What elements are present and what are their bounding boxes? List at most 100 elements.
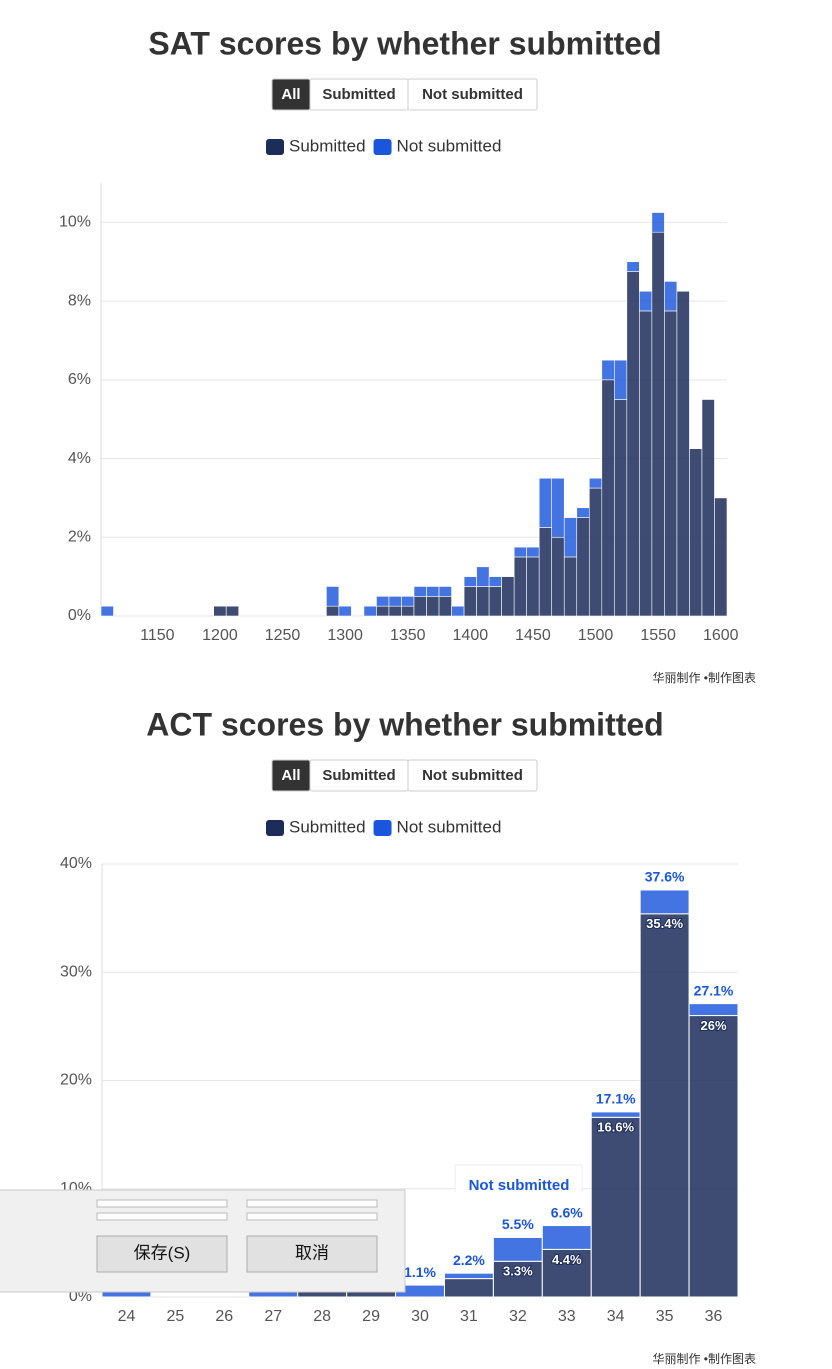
histogram-bar	[526, 546, 540, 558]
x-tick-label: 34	[607, 1308, 625, 1325]
histogram-bar	[563, 517, 578, 558]
x-tick-label: 33	[558, 1308, 576, 1325]
tooltip-title: Not submitted	[469, 1177, 570, 1194]
dialog-button[interactable]	[96, 1235, 228, 1273]
dialog-field	[96, 1212, 228, 1221]
dialog-button[interactable]	[246, 1235, 378, 1273]
histogram-bar	[639, 310, 653, 617]
histogram-bar	[426, 596, 440, 617]
bar	[590, 1111, 641, 1118]
x-tick-label: 1250	[265, 627, 301, 644]
total-label: 1.1%	[404, 1264, 436, 1280]
histogram-bar	[413, 586, 427, 597]
y-tick-label: 30%	[60, 963, 92, 980]
toggle-label[interactable]: Submitted	[322, 86, 395, 103]
histogram-bar	[463, 576, 477, 587]
x-tick-label: 30	[411, 1308, 429, 1325]
data-label: 16.6%	[597, 1120, 634, 1135]
x-tick-label: 1350	[390, 627, 426, 644]
x-tick-label: 1300	[327, 627, 363, 644]
tooltip-box	[454, 1164, 583, 1192]
x-tick-label: 27	[264, 1308, 282, 1325]
histogram-bar	[614, 359, 628, 400]
toggle-label[interactable]: All	[281, 86, 300, 103]
histogram-bar	[338, 605, 352, 617]
histogram-bar	[626, 271, 640, 617]
histogram-bar	[563, 556, 578, 617]
dialog-button-label[interactable]: 取消	[295, 1243, 329, 1262]
histogram-bar	[513, 556, 527, 617]
x-tick-label: 32	[509, 1308, 527, 1325]
histogram-bar	[363, 605, 377, 617]
credit: 华丽制作 •制作图表	[652, 1352, 756, 1366]
histogram-bar	[664, 310, 678, 617]
x-tick-label: 26	[215, 1308, 233, 1325]
y-tick-label: 40%	[60, 855, 92, 872]
toggle-button[interactable]	[407, 759, 538, 792]
bar	[443, 1278, 494, 1298]
x-tick-label: 25	[166, 1308, 184, 1325]
histogram-bar	[476, 586, 490, 617]
dialog-field	[96, 1199, 228, 1208]
histogram-bar	[538, 477, 553, 528]
bar	[590, 1116, 641, 1298]
toggle-label[interactable]: Submitted	[322, 767, 395, 784]
histogram-bar	[213, 605, 227, 617]
histogram-bar	[701, 399, 715, 617]
bar	[688, 1015, 739, 1298]
y-tick-label: 8%	[68, 292, 91, 309]
chart-title: ACT scores by whether submitted	[146, 706, 663, 742]
dialog-field	[246, 1199, 378, 1208]
histogram-bar	[538, 527, 553, 617]
histogram-bar	[614, 399, 628, 617]
toggle-label[interactable]: Not submitted	[422, 767, 523, 784]
histogram-bar	[501, 576, 515, 617]
x-tick-label: 1500	[578, 627, 614, 644]
histogram-bar	[601, 359, 615, 381]
histogram-bar	[326, 586, 340, 607]
x-tick-label: 1150	[140, 627, 175, 644]
histogram-bar	[388, 596, 402, 607]
toggle-label[interactable]: Not submitted	[422, 86, 523, 103]
histogram-bar	[601, 379, 615, 617]
x-tick-label: 1600	[703, 627, 739, 644]
x-tick-label: 28	[313, 1308, 331, 1325]
bar	[639, 889, 690, 915]
histogram-bar	[588, 477, 603, 489]
histogram-bar	[376, 596, 390, 607]
histogram-bar	[513, 546, 527, 558]
total-label: 17.1%	[596, 1091, 636, 1107]
toggle-label[interactable]: All	[281, 767, 300, 784]
y-tick-label: 20%	[60, 1072, 92, 1089]
histogram-bar	[651, 212, 665, 233]
total-label: 2.2%	[453, 1252, 485, 1268]
x-tick-label: 36	[705, 1308, 723, 1325]
total-label: 6.6%	[551, 1204, 583, 1220]
histogram-bar	[413, 596, 427, 617]
y-tick-label: 2%	[68, 528, 91, 545]
x-tick-label: 24	[118, 1308, 136, 1325]
histogram-bar	[463, 586, 477, 617]
legend-swatch	[266, 820, 284, 836]
histogram-bar	[326, 605, 340, 617]
bar	[443, 1272, 494, 1280]
data-label: 35.4%	[646, 916, 683, 931]
y-tick-label: 0%	[68, 607, 91, 624]
histogram-bar	[714, 497, 728, 617]
dialog-button-label[interactable]: 保存(S)	[134, 1243, 191, 1262]
histogram-bar	[576, 517, 590, 617]
y-tick-label: 10%	[59, 214, 91, 231]
x-tick-label: 1550	[640, 627, 676, 644]
histogram-bar	[588, 487, 603, 617]
data-label: 3.3%	[503, 1264, 533, 1279]
data-label: 4.4%	[552, 1252, 582, 1267]
x-tick-label: 31	[460, 1308, 478, 1325]
histogram-bar	[401, 596, 415, 607]
histogram-bar	[676, 290, 690, 617]
histogram-bar	[576, 507, 590, 518]
histogram-bar	[488, 576, 502, 587]
toggle-button[interactable]	[407, 78, 538, 111]
histogram-bar	[376, 605, 390, 617]
legend-swatch	[373, 139, 392, 155]
